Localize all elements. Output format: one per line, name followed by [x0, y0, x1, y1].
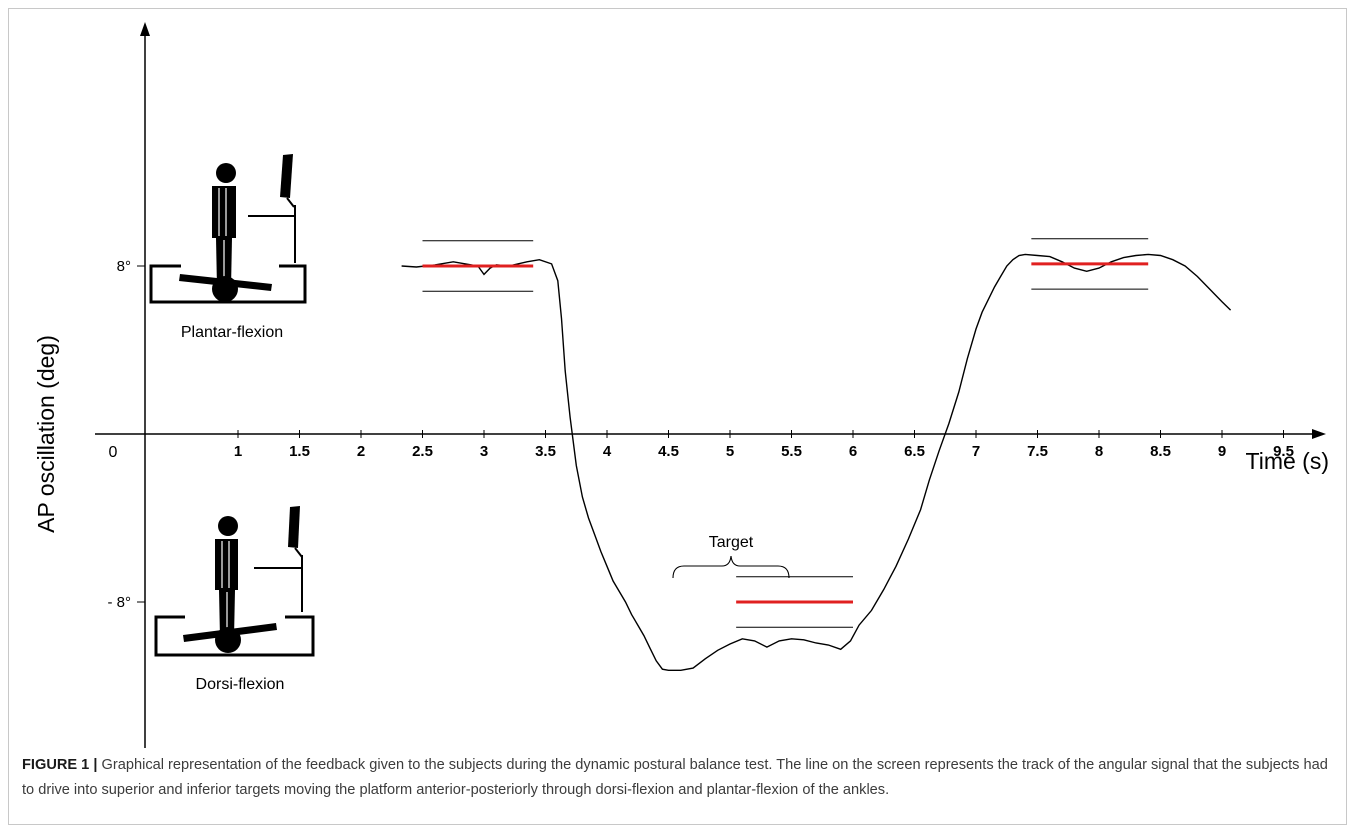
x-tick-label: 2 [357, 443, 365, 460]
y-axis-title: AP oscillation (deg) [33, 335, 59, 533]
figure-frame [8, 8, 1347, 825]
x-tick-label: 9 [1218, 443, 1226, 460]
pivot-ball [215, 627, 241, 653]
person-icon [215, 516, 238, 638]
x-tick-label: 1 [234, 443, 242, 460]
x-tick-label: 1.5 [289, 443, 310, 460]
caption-text: Graphical representation of the feedback… [22, 757, 1328, 798]
origin-label: 0 [109, 444, 118, 461]
dorsi-flexion-label: Dorsi-flexion [196, 676, 285, 693]
chart: 1 1.5 2 2.5 3 3.5 4 4.5 5 5.5 6 6.5 7 7.5 8 8.5 9 9.5 8° -… [33, 22, 1329, 748]
x-tick-label: 3 [480, 443, 488, 460]
figure-caption: FIGURE 1 | Graphical representation of t… [22, 753, 1342, 803]
x-tick-label: 8.5 [1150, 443, 1171, 460]
x-tick-label: 5.5 [781, 443, 802, 460]
x-tick-label: 8 [1095, 443, 1103, 460]
x-tick-label: 3.5 [535, 443, 556, 460]
target-brace [672, 555, 790, 579]
plantar-flexion-illustration: Plantar-flexion [149, 154, 307, 341]
signal-line [401, 253, 1232, 671]
x-tick-group: 1 1.5 2 2.5 3 3.5 4 4.5 5 5.5 6 6.5 7 7.5 8 8.5 9 9.5 [234, 430, 1294, 460]
monitor-icon [254, 506, 303, 612]
plantar-flexion-label: Plantar-flexion [181, 324, 283, 341]
y-axis-arrowhead [140, 22, 150, 36]
x-tick-label: 9.5 [1273, 443, 1294, 460]
platform-box [149, 264, 307, 304]
platform-box [154, 615, 315, 657]
person-icon [212, 163, 236, 288]
target-group [422, 238, 1149, 628]
x-tick-label: 7.5 [1027, 443, 1048, 460]
y-tick-label: - 8° [107, 594, 131, 611]
x-tick-label: 4 [603, 443, 612, 460]
caption-label: FIGURE 1 [22, 757, 90, 773]
x-tick-label: 5 [726, 443, 734, 460]
x-tick-label: 4.5 [658, 443, 679, 460]
monitor-icon [248, 154, 296, 263]
x-tick-label: 7 [972, 443, 980, 460]
y-tick-label: 8° [117, 258, 131, 275]
x-tick-label: 6 [849, 443, 857, 460]
x-tick-label: 6.5 [904, 443, 925, 460]
pivot-ball [212, 276, 238, 302]
dorsi-flexion-illustration: Dorsi-flexion [154, 506, 315, 693]
target-label: Target [709, 534, 754, 551]
caption-separator: | [89, 757, 102, 773]
x-tick-label: 2.5 [412, 443, 433, 460]
x-axis-arrowhead [1312, 429, 1326, 439]
y-tick-group: 8° - 8° [107, 258, 145, 611]
x-axis-title: Time (s) [1246, 448, 1329, 474]
